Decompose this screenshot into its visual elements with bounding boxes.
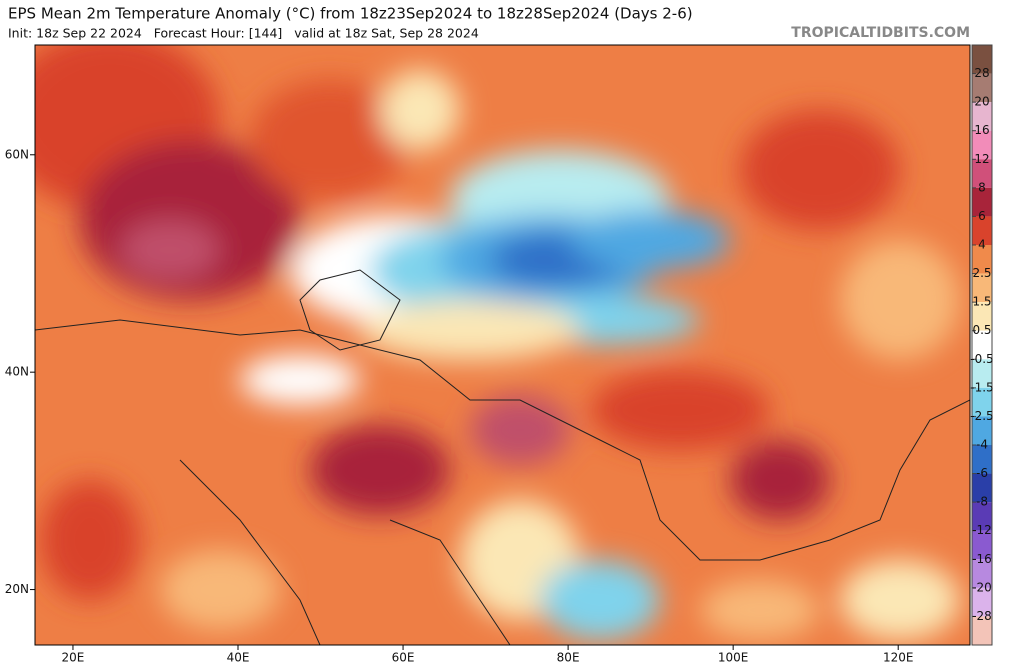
colorbar-frame: [971, 44, 993, 646]
title: EPS Mean 2m Temperature Anomaly (°C) fro…: [8, 5, 693, 23]
colorbar-label: 1.5: [972, 295, 991, 309]
subtitle: Init: 18z Sep 22 2024 Forecast Hour: [14…: [8, 26, 479, 41]
colorbar-segment: [972, 502, 992, 531]
colorbar-segment: [972, 216, 992, 245]
colorbar-segment: [972, 616, 992, 645]
colorbar-segment: [972, 130, 992, 160]
colorbar-segment: [972, 187, 992, 217]
colorbar-segment: [972, 273, 992, 303]
anomaly-field: [35, 45, 970, 645]
lon-tick-label: 40E: [227, 651, 250, 665]
colorbar-segment: [972, 359, 992, 388]
lon-tick-label: 80E: [557, 651, 580, 665]
colorbar-label: -1.5: [970, 380, 993, 394]
colorbar-label: 12: [974, 152, 989, 166]
colorbar-segment: [972, 445, 992, 474]
colorbar-label: -12: [972, 523, 992, 537]
lat-tick-label: 20N: [5, 582, 29, 596]
colorbar-label: 8: [978, 180, 986, 194]
colorbar-segment: [972, 387, 992, 417]
lat-tick-label: 60N: [5, 147, 29, 161]
colorbar-label: -20: [972, 580, 992, 594]
colorbar-label: -4: [976, 438, 988, 452]
colorbar-segment: [972, 559, 992, 588]
watermark: TROPICALTIDBITS.COM: [791, 25, 970, 41]
lon-tick-label: 100E: [718, 651, 749, 665]
colorbar-label: 0.5: [972, 323, 991, 337]
colorbar-label: 2.5: [972, 266, 991, 280]
colorbar-label: 16: [974, 123, 989, 137]
lat-tick-label: 40N: [5, 365, 29, 379]
colorbar-segment: [972, 473, 992, 503]
colorbar-label: 4: [978, 238, 986, 252]
colorbar-label: 28: [974, 66, 989, 80]
colorbar-segment: [972, 159, 992, 188]
colorbar-label: 6: [978, 209, 986, 223]
colorbar-segment: [972, 302, 992, 331]
colorbar-segment: [972, 416, 992, 445]
lon-tick-label: 120E: [883, 651, 914, 665]
colorbar-segment: [972, 587, 992, 617]
colorbar-label: -6: [976, 466, 988, 480]
colorbar-label: -2.5: [970, 409, 993, 423]
colorbar-segment: [972, 73, 992, 103]
colorbar-label: -0.5: [970, 352, 993, 366]
colorbar-label: -8: [976, 495, 988, 509]
colorbar-label: -28: [972, 609, 992, 623]
colorbar-segment: [972, 245, 992, 274]
colorbar-segment: [972, 45, 992, 74]
colorbar-label: 20: [974, 95, 989, 109]
lon-tick-label: 20E: [62, 651, 85, 665]
colorbar-segment: [972, 102, 992, 131]
lon-tick-label: 60E: [392, 651, 415, 665]
colorbar-label: -16: [972, 552, 992, 566]
colorbar-segment: [972, 530, 992, 560]
colorbar-segment: [972, 330, 992, 360]
map-frame: [34, 44, 971, 646]
